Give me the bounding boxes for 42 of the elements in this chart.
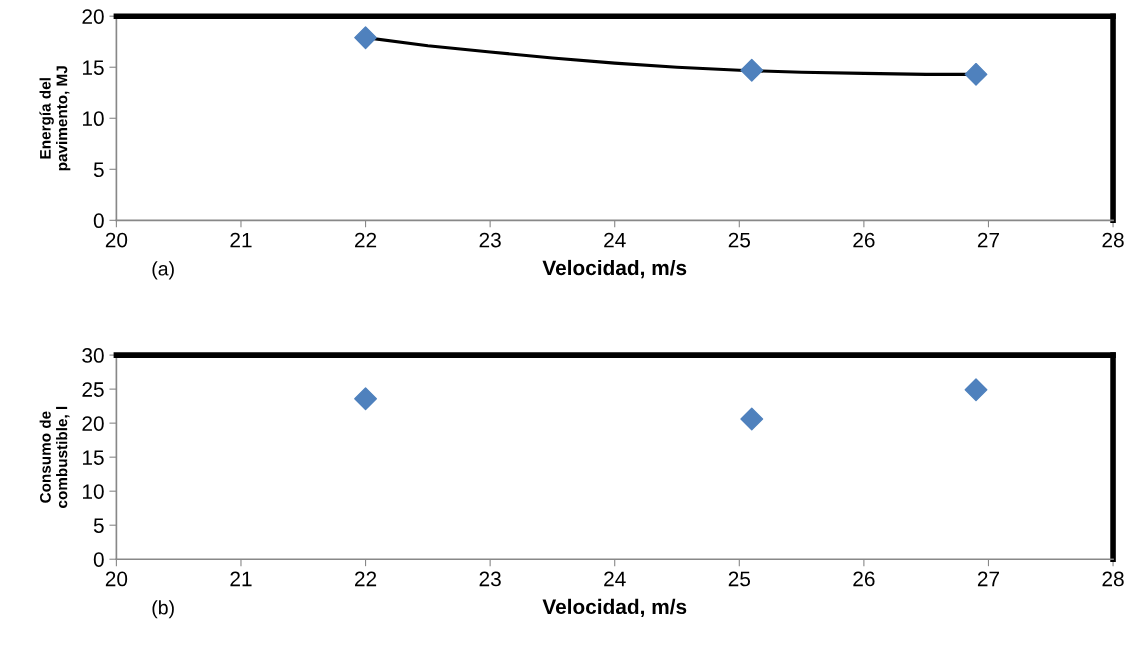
- y-tick-label: 5: [93, 162, 104, 178]
- y-tick-label: 30: [82, 348, 104, 363]
- point: [354, 26, 378, 50]
- x-tick-label: 20: [105, 232, 128, 248]
- x-tick-label: 24: [604, 232, 626, 248]
- x-tick-label: 25: [728, 571, 751, 587]
- x-tick-label: 26: [853, 232, 875, 248]
- x-axis-title: Velocidad, m/s: [542, 259, 687, 279]
- x-tick-label: 26: [853, 571, 875, 587]
- point: [740, 58, 764, 82]
- y-tick-label: 10: [83, 484, 104, 499]
- point: [354, 387, 378, 411]
- x-tick-label: 21: [230, 232, 252, 248]
- y-tick-label: 15: [83, 60, 104, 75]
- y-tick-label: 20: [82, 416, 104, 431]
- x-tick-label: 28: [1102, 571, 1124, 587]
- x-tick-label: 23: [479, 232, 501, 248]
- y-tick-label: 0: [93, 213, 104, 229]
- x-tick-label: 27: [977, 571, 1000, 587]
- y-tick-label: 25: [82, 382, 104, 397]
- y-tick-label: 0: [93, 552, 104, 567]
- x-tick-label: 20: [105, 571, 128, 587]
- x-axis-title: Velocidad, m/s: [542, 598, 687, 618]
- y-axis-title: Consumo de combustible, l: [39, 406, 70, 508]
- x-tick-label: 28: [1102, 232, 1124, 248]
- x-tick-label: 23: [479, 571, 501, 587]
- x-tick-label: 27: [977, 232, 1000, 248]
- x-tick-label: 25: [728, 232, 751, 248]
- y-tick-label: 15: [83, 450, 104, 465]
- text: (a): [152, 261, 174, 280]
- point: [964, 62, 988, 86]
- y-axis-title: Energía del pavimento, MJ: [39, 66, 71, 171]
- x-tick-label: 22: [355, 571, 377, 587]
- x-tick-label: 24: [604, 571, 626, 587]
- text: (b): [152, 600, 174, 619]
- point: [964, 378, 988, 402]
- x-tick-label: 21: [230, 571, 252, 587]
- y-tick-label: 5: [93, 518, 104, 533]
- x-tick-label: 22: [355, 232, 377, 248]
- y-tick-label: 20: [82, 9, 104, 24]
- point: [740, 407, 764, 431]
- y-tick-label: 10: [83, 111, 104, 127]
